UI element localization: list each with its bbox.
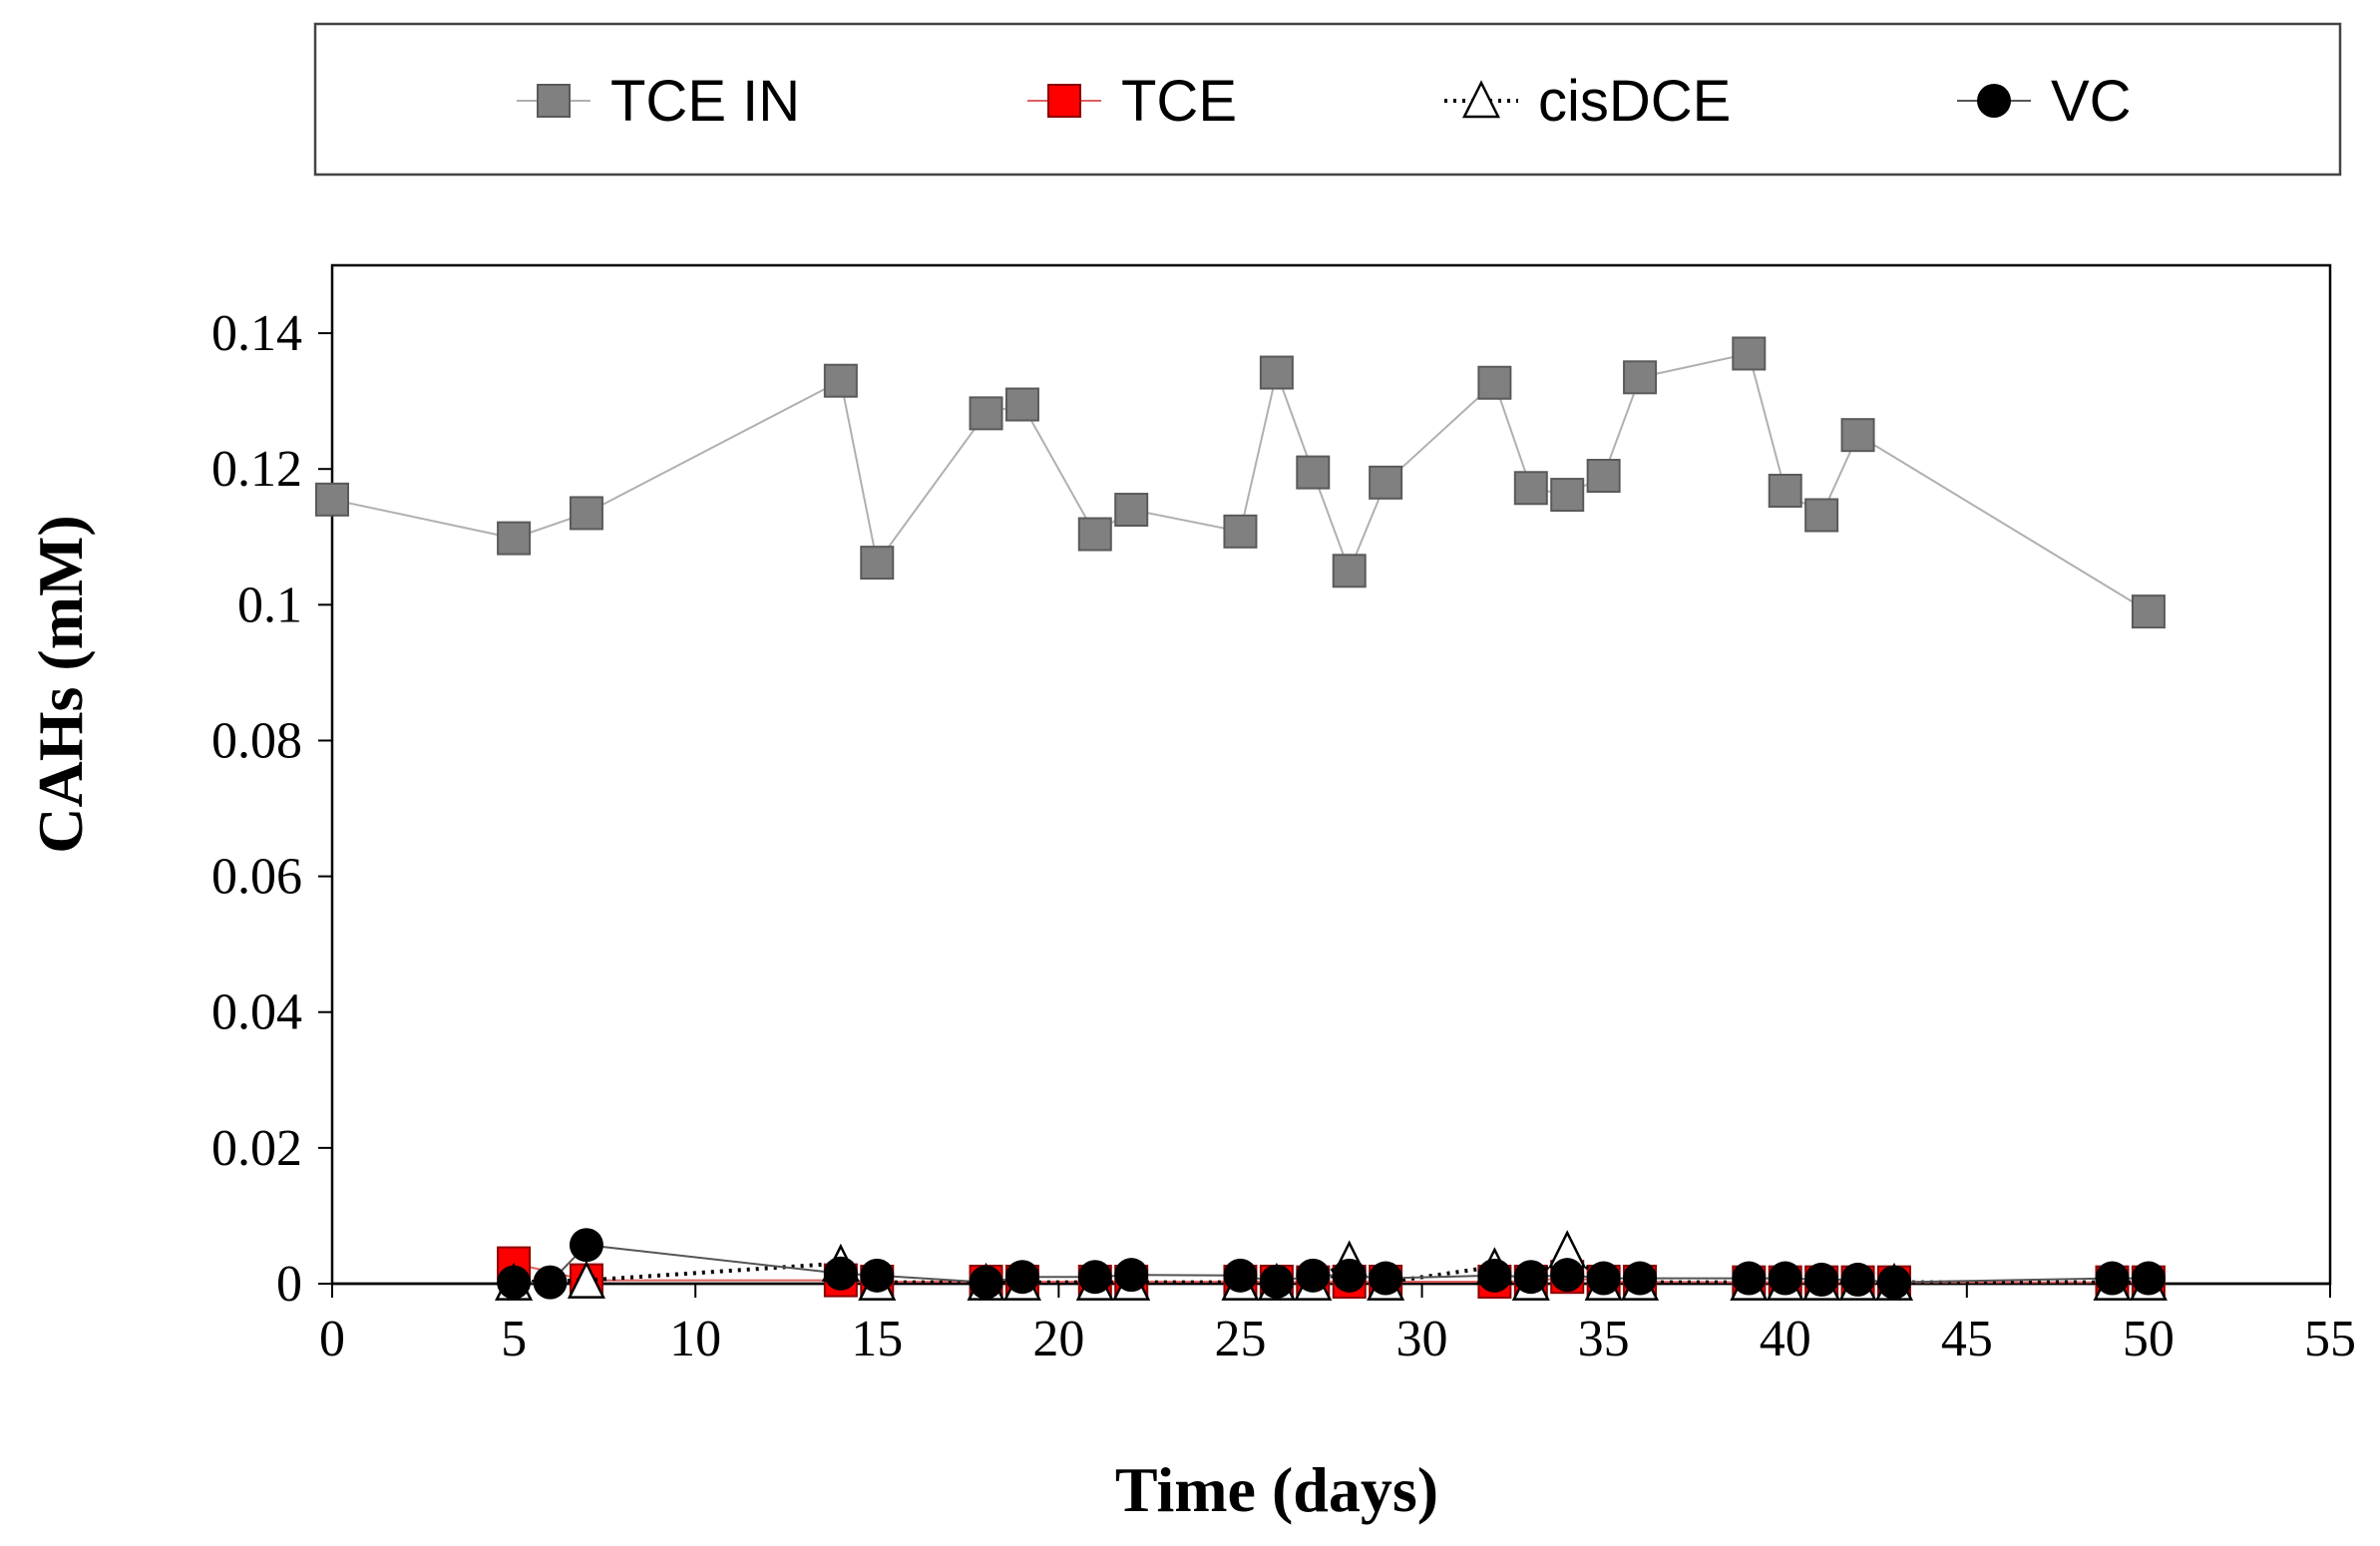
y-tick-label: 0.14 bbox=[211, 305, 302, 362]
data-point-vc bbox=[1077, 1260, 1112, 1295]
data-point-vc bbox=[1296, 1258, 1331, 1293]
x-tick-label: 40 bbox=[1760, 1311, 1811, 1367]
data-point-vc bbox=[533, 1265, 568, 1300]
legend-item-vc: VC bbox=[1957, 69, 2132, 134]
y-tick-label: 0.12 bbox=[211, 441, 302, 498]
y-tick-label: 0.06 bbox=[211, 849, 302, 906]
data-point-vc bbox=[1369, 1261, 1403, 1296]
data-point-tce-in bbox=[497, 521, 532, 556]
data-point-tce-in bbox=[1732, 336, 1767, 371]
data-point-vc bbox=[1477, 1258, 1512, 1293]
data-point-vc bbox=[1550, 1258, 1585, 1293]
x-tick-label: 55 bbox=[2304, 1311, 2356, 1367]
data-point-vc bbox=[1732, 1261, 1767, 1296]
data-point-tce-in bbox=[1477, 365, 1512, 400]
data-point-vc bbox=[1586, 1261, 1621, 1296]
legend-item-tce: TCE bbox=[1027, 69, 1237, 134]
data-point-cisdce bbox=[567, 1260, 605, 1299]
data-point-tce-in bbox=[1513, 471, 1548, 506]
data-point-tce-in bbox=[1077, 517, 1112, 552]
data-point-tce-in bbox=[1804, 498, 1839, 533]
series-cisdce bbox=[495, 1230, 2168, 1301]
legend-label-vc: VC bbox=[2051, 69, 2132, 134]
legend-marker-vc bbox=[1977, 84, 2011, 118]
data-point-vc bbox=[823, 1256, 858, 1291]
plot-area bbox=[330, 263, 2332, 1286]
x-tick-label: 35 bbox=[1578, 1311, 1630, 1367]
data-point-tce-in bbox=[1332, 554, 1367, 588]
legend-marker-tce bbox=[1047, 84, 1081, 118]
data-point-tce-in bbox=[1840, 418, 1875, 453]
x-axis-title: Time (days) bbox=[1115, 1454, 1438, 1525]
series-tce-in bbox=[315, 336, 2166, 629]
data-point-tce-in bbox=[1768, 473, 1802, 508]
data-point-vc bbox=[1259, 1264, 1294, 1299]
data-point-vc bbox=[1876, 1265, 1911, 1300]
y-tick-label: 0.02 bbox=[211, 1120, 302, 1177]
x-tick-label: 15 bbox=[851, 1311, 903, 1367]
data-point-vc bbox=[2131, 1261, 2166, 1296]
x-tick-label: 20 bbox=[1032, 1311, 1084, 1367]
data-point-tce-in bbox=[1296, 455, 1331, 490]
data-point-vc bbox=[2095, 1261, 2130, 1296]
x-tick-label: 10 bbox=[669, 1311, 721, 1367]
legend: TCE IN TCE cisDCE VC bbox=[313, 22, 2342, 177]
data-point-vc bbox=[1768, 1261, 1802, 1296]
data-point-vc bbox=[1513, 1260, 1548, 1295]
data-point-tce-in bbox=[1369, 465, 1403, 500]
y-axis-title: CAHs (mM) bbox=[25, 515, 96, 853]
legend-item-cisdce: cisDCE bbox=[1444, 69, 1731, 134]
data-point-vc bbox=[1623, 1261, 1658, 1296]
data-point-vc bbox=[1004, 1260, 1039, 1295]
data-point-vc bbox=[1804, 1262, 1839, 1297]
data-point-tce-in bbox=[1623, 360, 1658, 395]
x-tick-label: 25 bbox=[1214, 1311, 1266, 1367]
x-tick-label: 0 bbox=[319, 1311, 345, 1367]
data-point-tce-in bbox=[823, 363, 858, 398]
series-layer bbox=[315, 336, 2168, 1301]
data-point-tce-in bbox=[969, 396, 1003, 431]
x-tick-label: 50 bbox=[2123, 1311, 2175, 1367]
data-point-tce-in bbox=[1259, 355, 1294, 390]
x-tick-label: 45 bbox=[1941, 1311, 1993, 1367]
data-point-tce-in bbox=[1114, 493, 1149, 528]
data-point-tce-in bbox=[1550, 478, 1585, 513]
legend-label-tce-in: TCE IN bbox=[610, 69, 800, 134]
data-point-tce-in bbox=[569, 496, 603, 531]
data-point-vc bbox=[497, 1265, 532, 1300]
data-point-vc bbox=[569, 1228, 603, 1263]
axes: 0 5 10 15 20 25 30 35 40 45 50 55 0 0.02 0.04 0.06 0.08 0… bbox=[211, 305, 2356, 1367]
data-point-tce-in bbox=[1004, 387, 1039, 422]
data-point-tce-in bbox=[1223, 514, 1258, 549]
legend-label-tce: TCE bbox=[1121, 69, 1237, 134]
y-tick-label: 0.1 bbox=[237, 577, 302, 633]
y-tick-label: 0 bbox=[276, 1256, 302, 1313]
series-tce bbox=[497, 1246, 2166, 1300]
y-tick-label: 0.08 bbox=[211, 712, 302, 769]
legend-label-cisdce: cisDCE bbox=[1538, 69, 1731, 134]
legend-marker-cisdce bbox=[1461, 80, 1501, 119]
data-point-tce-in bbox=[2131, 594, 2166, 629]
data-point-vc bbox=[1223, 1258, 1258, 1293]
data-point-tce-in bbox=[1586, 459, 1621, 494]
data-point-tce-in bbox=[315, 482, 349, 517]
series-vc bbox=[497, 1228, 2166, 1300]
x-tick-label: 30 bbox=[1396, 1311, 1448, 1367]
legend-marker-tce-in bbox=[537, 84, 571, 118]
data-point-vc bbox=[1332, 1258, 1367, 1293]
legend-item-tce-in: TCE IN bbox=[517, 69, 800, 134]
data-point-vc bbox=[1840, 1262, 1875, 1297]
data-point-vc bbox=[969, 1265, 1003, 1300]
data-point-vc bbox=[1114, 1258, 1149, 1293]
series-line-tce-in bbox=[331, 352, 2150, 612]
data-point-tce-in bbox=[860, 546, 895, 580]
x-tick-label: 5 bbox=[501, 1311, 527, 1367]
data-point-vc bbox=[860, 1258, 895, 1293]
y-tick-label: 0.04 bbox=[211, 984, 302, 1041]
